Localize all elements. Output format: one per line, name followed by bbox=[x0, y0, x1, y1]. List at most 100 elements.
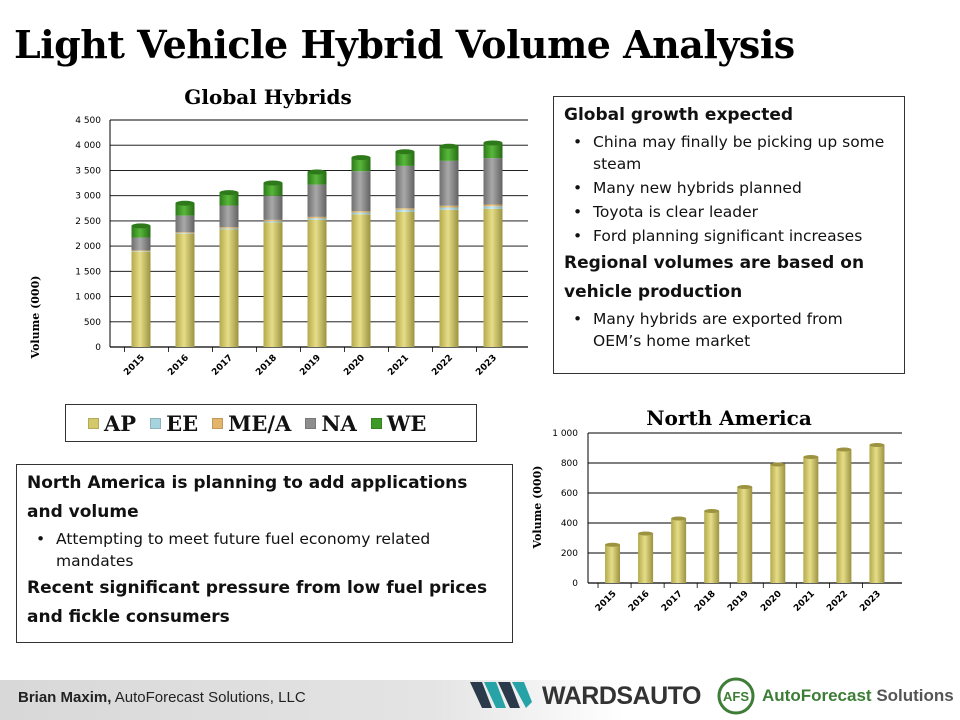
afs-logo: AFS AutoForecast Solutions bbox=[716, 676, 954, 716]
na-bar bbox=[671, 518, 687, 583]
global-bar-cap bbox=[307, 169, 327, 175]
global-x-tick-label: 2021 bbox=[386, 353, 411, 378]
na-x-tick-label: 2018 bbox=[693, 589, 718, 614]
wardsauto-logo: WARDSAUTO bbox=[468, 678, 701, 714]
global-bar-segment bbox=[263, 222, 283, 347]
na-y-ticks: 1 000 800 600 400 200 0 bbox=[552, 429, 578, 589]
global-bar-segment bbox=[351, 211, 371, 213]
global-bar-segment bbox=[175, 233, 195, 235]
global-bar-segment bbox=[219, 229, 239, 347]
na-notes-bullet: Attempting to meet future fuel economy r… bbox=[27, 528, 502, 572]
global-notes-bullet: Ford planning significant increases bbox=[564, 225, 894, 247]
na-bar bbox=[803, 457, 819, 583]
north-america-chart: North America Volume (000) 1 000 800 600 40… bbox=[520, 398, 940, 638]
global-y-tick-label: 3 500 bbox=[75, 166, 101, 176]
afs-wordmark: AutoForecast Solutions bbox=[762, 686, 954, 706]
global-bar-segment bbox=[395, 208, 415, 210]
na-y-tick-label: 1 000 bbox=[552, 429, 578, 439]
global-chart-legend: AP EE ME/A NA WE bbox=[65, 404, 477, 442]
global-bar-cap bbox=[351, 155, 371, 161]
afs-wordmark-2: Solutions bbox=[876, 686, 954, 705]
global-bar-segment bbox=[351, 171, 371, 212]
legend-label-mea: ME/A bbox=[228, 410, 292, 436]
global-notes-box: Global growth expected China may finally… bbox=[553, 96, 905, 374]
global-notes-heading-1: Global growth expected bbox=[564, 105, 794, 125]
global-notes-bullet: China may finally be picking up some ste… bbox=[564, 131, 894, 175]
global-y-tick-label: 500 bbox=[84, 318, 101, 328]
footer-author: Brian Maxim, AutoForecast Solutions, LLC bbox=[18, 689, 306, 706]
na-y-tick-label: 400 bbox=[561, 519, 578, 529]
global-bar-segment bbox=[131, 250, 151, 252]
legend-item-na: NA bbox=[305, 411, 357, 436]
global-bar-segment bbox=[307, 219, 327, 347]
global-chart-title: Global Hybrids bbox=[184, 85, 351, 109]
na-x-tick-label: 2020 bbox=[759, 589, 784, 614]
global-y-tick-label: 3 000 bbox=[75, 192, 101, 202]
afs-mark-icon: AFS bbox=[717, 677, 755, 715]
global-bar-segment bbox=[351, 212, 371, 215]
na-bar-cap bbox=[605, 542, 621, 547]
na-x-tick-label: 2021 bbox=[792, 589, 817, 614]
global-bar-segment bbox=[131, 251, 151, 347]
global-y-tick-label: 1 500 bbox=[75, 267, 101, 277]
legend-item-mea: ME/A bbox=[212, 411, 291, 436]
global-bars bbox=[131, 140, 503, 347]
na-chart-title: North America bbox=[646, 406, 812, 430]
global-bar-segment bbox=[439, 207, 459, 210]
na-y-tick-label: 0 bbox=[572, 579, 578, 589]
global-notes-heading-2: Regional volumes are based on vehicle pr… bbox=[564, 253, 865, 302]
legend-swatch-ap bbox=[88, 417, 99, 429]
na-bar bbox=[638, 533, 654, 583]
legend-swatch-ee bbox=[150, 417, 162, 429]
na-bars bbox=[605, 443, 885, 583]
global-hybrids-chart: Global Hybrids Volume (000) 4 500 4 000 3 … bbox=[0, 80, 540, 400]
global-x-tick-label: 2017 bbox=[210, 353, 235, 378]
global-bar-segment bbox=[483, 204, 503, 207]
na-bar-cap bbox=[737, 485, 753, 489]
global-bar-cap bbox=[395, 149, 415, 155]
na-bar-cap bbox=[803, 455, 819, 459]
legend-label-we: WE bbox=[386, 410, 427, 436]
na-y-tick-label: 600 bbox=[561, 489, 578, 499]
na-x-tick-label: 2023 bbox=[858, 589, 883, 614]
global-bar-segment bbox=[263, 195, 283, 220]
global-x-tick-label: 2022 bbox=[430, 353, 455, 378]
global-bar-segment bbox=[483, 142, 503, 159]
global-bar-segment bbox=[219, 205, 239, 228]
global-bar-segment bbox=[307, 216, 327, 219]
legend-label-ap: AP bbox=[104, 410, 137, 436]
global-notes-list-1: China may finally be picking up some ste… bbox=[564, 131, 894, 247]
na-bar-cap bbox=[869, 443, 885, 447]
na-bar bbox=[605, 544, 621, 583]
na-x-tick-label: 2016 bbox=[627, 589, 652, 614]
na-y-axis-label: Volume (000) bbox=[531, 466, 544, 550]
global-bar-segment bbox=[219, 227, 239, 229]
global-x-ticks: 2015 2016 2017 2018 2019 2020 2021 2022 2023 bbox=[122, 347, 499, 378]
global-bar-segment bbox=[351, 157, 371, 172]
north-america-svg: North America Volume (000) 1 000 800 600 40… bbox=[531, 406, 902, 614]
global-x-tick-label: 2015 bbox=[122, 353, 147, 378]
global-notes-bullet: Toyota is clear leader bbox=[564, 201, 894, 223]
afs-wordmark-1: AutoForecast bbox=[762, 686, 872, 705]
global-notes-bullet: Many hybrids are exported from OEM’s hom… bbox=[564, 308, 894, 352]
na-bar-cap bbox=[770, 462, 786, 467]
global-bar-segment bbox=[307, 171, 327, 185]
global-bar-segment bbox=[131, 225, 151, 238]
author-org: AutoForecast Solutions, LLC bbox=[114, 689, 306, 706]
global-bar-segment bbox=[439, 160, 459, 206]
global-notes-bullet: Many new hybrids planned bbox=[564, 177, 894, 199]
global-bar-segment bbox=[175, 215, 195, 233]
global-bar-cap bbox=[219, 190, 239, 196]
na-bar-cap bbox=[671, 516, 687, 521]
global-y-tick-label: 2 000 bbox=[75, 242, 101, 252]
na-x-tick-label: 2022 bbox=[825, 589, 850, 614]
global-bar-segment bbox=[483, 208, 503, 347]
global-bar-segment bbox=[263, 183, 283, 196]
na-x-tick-label: 2015 bbox=[594, 589, 619, 614]
global-y-axis-label: Volume (000) bbox=[29, 276, 42, 360]
legend-swatch-na bbox=[305, 417, 317, 429]
na-bar-cap bbox=[836, 447, 852, 452]
global-bar-cap bbox=[175, 200, 195, 206]
na-x-tick-label: 2019 bbox=[726, 589, 751, 614]
global-bar-cap bbox=[131, 223, 151, 229]
